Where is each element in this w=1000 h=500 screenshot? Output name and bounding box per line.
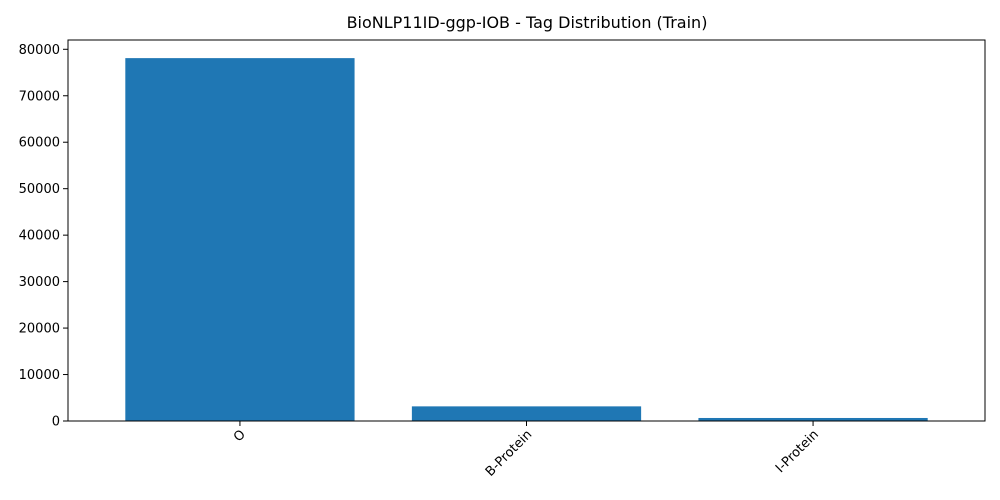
y-tick-label: 20000 (19, 322, 60, 337)
chart-title: BioNLP11ID-ggp-IOB - Tag Distribution (T… (347, 13, 708, 32)
plot-frame (67, 39, 986, 422)
x-tick-label: B-Protein (483, 427, 535, 479)
y-tick-label: 40000 (19, 229, 60, 244)
y-tick-label: 30000 (19, 275, 60, 290)
bar-b-protein (411, 406, 642, 421)
x-axis: O B-Protein I-Protein (231, 421, 822, 480)
bar-o (125, 58, 355, 422)
y-tick-label: 60000 (19, 136, 60, 151)
x-tick-label: I-Protein (773, 427, 822, 476)
y-tick-label: 70000 (19, 89, 60, 104)
y-axis: 0 10000 20000 30000 40000 50000 60000 70000 8000… (19, 43, 68, 430)
y-tick-label: 80000 (19, 43, 60, 58)
y-tick-label: 50000 (19, 182, 60, 197)
bars (125, 58, 928, 422)
y-tick-label: 10000 (19, 368, 60, 383)
bar-i-protein (698, 417, 928, 421)
x-tick-label: O (231, 427, 249, 445)
y-tick-label: 0 (52, 415, 60, 430)
